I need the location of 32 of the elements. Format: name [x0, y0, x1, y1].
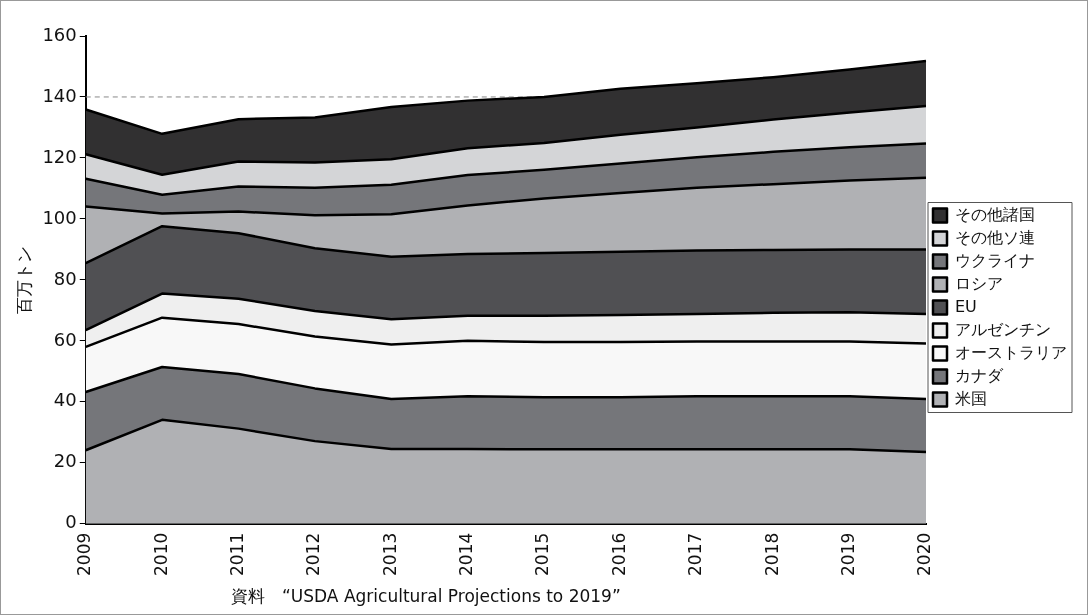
y-tick-label: 140 [42, 84, 77, 106]
x-tick-label: 2010 [150, 532, 171, 576]
x-tick-label: 2012 [303, 532, 324, 576]
legend-label: カナダ [955, 365, 1004, 385]
x-tick-label: 2016 [608, 532, 629, 576]
legend-label: 米国 [955, 388, 987, 408]
y-tick-label: 40 [53, 389, 77, 411]
y-tick-label: 100 [42, 206, 77, 228]
legend-label: オーストラリア [955, 342, 1067, 362]
legend-label: EU [955, 296, 977, 316]
x-tick-label: 2011 [226, 532, 247, 576]
legend-label: その他諸国 [955, 204, 1035, 224]
y-tick-label: 120 [42, 145, 77, 167]
x-tick-label: 2013 [379, 532, 400, 576]
x-tick-label: 2009 [74, 532, 95, 576]
x-tick-label: 2015 [532, 532, 553, 576]
y-tick-label: 60 [53, 328, 77, 350]
x-tick-label: 2018 [761, 532, 782, 576]
x-tick-label: 2014 [456, 532, 477, 576]
legend-label: アルゼンチン [955, 319, 1051, 339]
legend-label: その他ソ連 [955, 227, 1035, 247]
legend-label: ウクライナ [955, 250, 1035, 270]
x-tick-label: 2020 [914, 532, 935, 576]
y-tick-label: 20 [53, 450, 77, 472]
x-tick-label: 2017 [685, 532, 706, 576]
y-tick-label: 0 [65, 511, 77, 533]
y-tick-label: 80 [53, 267, 77, 289]
y-tick-label: 160 [42, 23, 77, 45]
y-axis-title: 百万トン [13, 245, 34, 314]
text: 資料 “USDA Agricultural Projections to 2019” [231, 586, 621, 606]
x-tick-label: 2019 [838, 532, 859, 576]
legend-label: ロシア [955, 273, 1003, 293]
